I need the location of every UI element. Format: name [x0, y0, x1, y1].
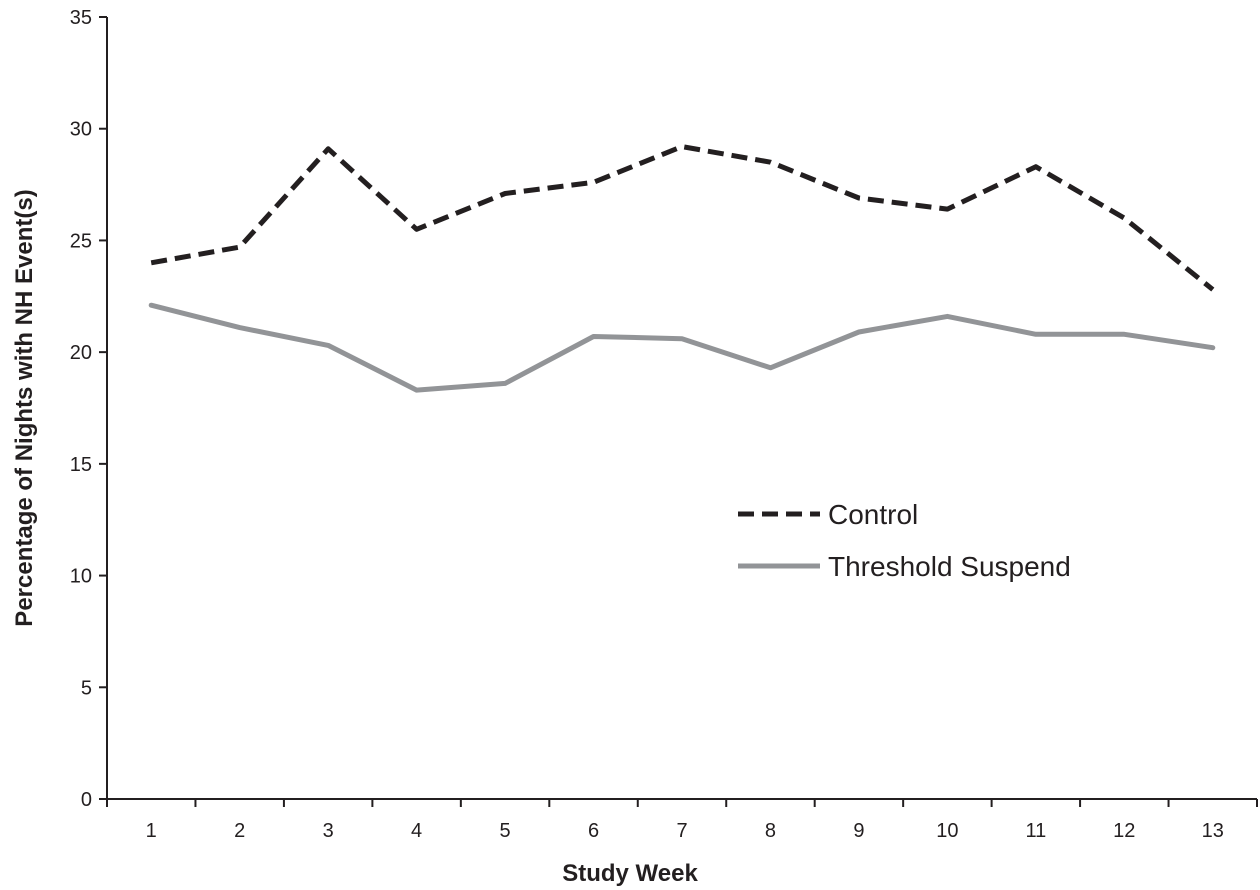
- x-tick-label: 1: [146, 820, 157, 842]
- x-tick-label: 11: [1025, 820, 1046, 842]
- x-tick-label: 12: [1113, 820, 1135, 842]
- x-axis-title: Study Week: [562, 860, 698, 887]
- x-tick-label: 13: [1202, 820, 1224, 842]
- x-tick-label: 7: [676, 820, 687, 842]
- x-tick-label: 8: [765, 820, 776, 842]
- legend-label: Threshold Suspend: [828, 551, 1071, 582]
- x-tick-label: 10: [936, 820, 958, 842]
- series-layer: [148, 144, 1216, 393]
- y-tick-label: 5: [81, 677, 92, 699]
- y-axis-title: Percentage of Nights with NH Event(s): [11, 189, 38, 626]
- y-tick-label: 20: [70, 342, 92, 364]
- x-tick-label: 9: [853, 820, 864, 842]
- series-line-threshold-suspend: [148, 302, 1216, 393]
- y-axis: 0 5 10 15 20 25 30 35: [70, 7, 108, 811]
- legend-label: Control: [828, 499, 918, 530]
- x-tick-label: 3: [323, 820, 334, 842]
- y-tick-label: 25: [70, 230, 92, 252]
- series-line-control: [150, 144, 1215, 292]
- x-tick-label: 6: [588, 820, 599, 842]
- y-tick-label: 30: [70, 119, 92, 141]
- x-tick-label: 2: [234, 820, 245, 842]
- y-tick-label: 15: [70, 454, 92, 476]
- y-tick-label: 35: [70, 7, 92, 29]
- x-tick-label: 4: [411, 820, 422, 842]
- y-tick-label: 10: [70, 566, 92, 588]
- legend: Control Threshold Suspend: [738, 499, 1071, 582]
- y-tick-label: 0: [81, 789, 92, 811]
- x-tick-label: 5: [500, 820, 511, 842]
- x-axis: 1 2 3 4 5 6 7 8 9 10 11 12 13: [106, 798, 1258, 842]
